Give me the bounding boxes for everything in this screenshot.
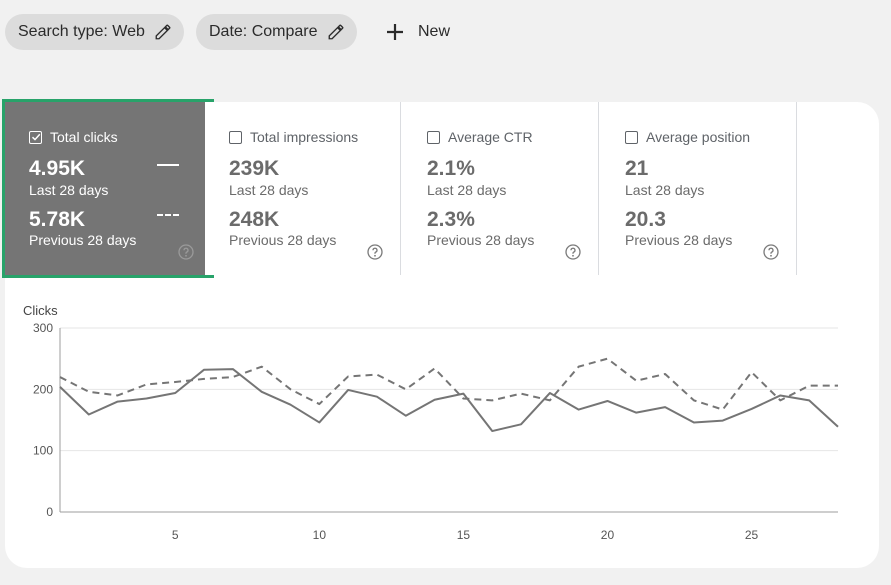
metric-label: Average CTR	[448, 129, 533, 145]
y-tick-label: 0	[46, 505, 53, 519]
metric-previous-value: 5.78K	[29, 208, 86, 231]
metric-current-period: Last 28 days	[427, 182, 507, 198]
metric-current-period: Last 28 days	[625, 182, 705, 198]
metric-card-total-impressions[interactable]: Total impressions 239K Last 28 days 248K…	[205, 102, 401, 275]
metric-header: Average position	[625, 129, 750, 145]
metric-label: Average position	[646, 129, 751, 145]
metric-card-average-ctr[interactable]: Average CTR 2.1% Last 28 days 2.3% Previ…	[403, 102, 599, 275]
search-type-filter-chip[interactable]: Search type: Web	[5, 14, 184, 50]
previous-period-line	[59, 357, 838, 411]
current-period-line	[59, 368, 839, 433]
checkbox-unchecked-icon[interactable]	[427, 130, 440, 144]
legend-dashed-line-icon	[157, 214, 179, 216]
y-tick-label: 200	[33, 382, 53, 396]
legend-solid-line-icon	[157, 164, 179, 166]
checkbox-unchecked-icon[interactable]	[229, 130, 242, 144]
metric-previous-period: Previous 28 days	[427, 232, 535, 248]
x-tick-label: 10	[313, 528, 327, 542]
pencil-icon	[327, 23, 345, 41]
metric-header: Total impressions	[229, 129, 358, 145]
new-filter-button[interactable]: New	[378, 14, 456, 50]
checkbox-checked-icon[interactable]	[29, 130, 42, 144]
help-icon[interactable]	[178, 244, 194, 260]
plus-icon	[384, 21, 406, 43]
search-type-filter-label: Search type: Web	[18, 23, 145, 40]
metric-previous-period: Previous 28 days	[29, 232, 137, 248]
date-filter-label: Date: Compare	[209, 23, 318, 40]
new-filter-label: New	[418, 23, 451, 40]
help-icon[interactable]	[763, 244, 779, 260]
pencil-icon	[154, 23, 172, 41]
metric-previous-value: 248K	[229, 208, 280, 231]
date-filter-chip[interactable]: Date: Compare	[196, 14, 357, 50]
metric-current-period: Last 28 days	[229, 182, 309, 198]
metric-current-period: Last 28 days	[29, 182, 109, 198]
metric-previous-period: Previous 28 days	[229, 232, 337, 248]
help-icon[interactable]	[367, 244, 383, 260]
metric-current-value: 2.1%	[427, 157, 475, 180]
y-tick-label: 300	[33, 321, 53, 335]
checkbox-unchecked-icon[interactable]	[625, 130, 638, 144]
x-tick-label: 25	[745, 528, 759, 542]
metric-label: Total clicks	[50, 129, 118, 145]
metric-current-value: 239K	[229, 157, 280, 180]
metric-header: Average CTR	[427, 129, 533, 145]
y-tick-label: 100	[33, 444, 53, 458]
x-tick-label: 5	[172, 528, 179, 542]
metric-previous-value: 20.3	[625, 208, 666, 231]
metric-card-total-clicks[interactable]: Total clicks 4.95K Last 28 days 5.78K Pr…	[2, 99, 214, 278]
metric-header: Total clicks	[29, 129, 118, 145]
x-tick-label: 20	[601, 528, 615, 542]
metric-current-value: 4.95K	[29, 157, 86, 180]
metric-card-average-position[interactable]: Average position 21 Last 28 days 20.3 Pr…	[601, 102, 797, 275]
metric-current-value: 21	[625, 157, 649, 180]
x-tick-label: 15	[457, 528, 471, 542]
metric-previous-period: Previous 28 days	[625, 232, 733, 248]
help-icon[interactable]	[565, 244, 581, 260]
metric-previous-value: 2.3%	[427, 208, 475, 231]
metric-label: Total impressions	[250, 129, 359, 145]
chart-y-axis-label: Clicks	[23, 303, 58, 318]
